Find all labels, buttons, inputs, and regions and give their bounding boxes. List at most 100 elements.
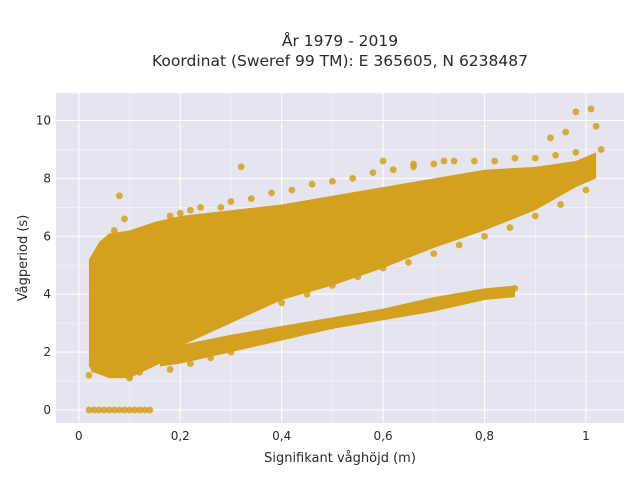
data-point (379, 264, 387, 272)
data-point (166, 366, 174, 373)
data-point (105, 319, 113, 327)
data-point (572, 148, 580, 156)
data-point (552, 151, 559, 159)
data-point (303, 290, 311, 298)
data-point (146, 406, 154, 414)
data-point (491, 287, 499, 295)
data-point (156, 241, 164, 249)
data-point (247, 195, 255, 203)
data-point (470, 290, 478, 298)
data-point (592, 122, 600, 130)
data-point (481, 232, 488, 240)
data-points (85, 105, 605, 414)
lower-point-band (159, 285, 515, 367)
data-point (440, 157, 448, 165)
data-point (278, 299, 286, 307)
x-tick-label: 0,6 (374, 429, 393, 443)
data-point (126, 235, 133, 243)
data-point (110, 227, 118, 234)
data-point (110, 406, 118, 414)
data-point (531, 154, 539, 162)
data-point (90, 406, 98, 414)
data-point (151, 224, 159, 232)
dense-point-cloud (88, 152, 597, 379)
data-point (328, 322, 336, 330)
data-point (176, 209, 184, 217)
data-point (349, 174, 357, 182)
data-point (587, 105, 595, 113)
data-point (110, 305, 118, 313)
data-point (308, 325, 316, 333)
chart-title-line2: Koordinat (Sweref 99 TM): E 365605, N 62… (152, 52, 528, 70)
data-point (572, 108, 580, 116)
data-point (268, 334, 275, 342)
y-tick-label: 4 (43, 287, 51, 301)
data-point (491, 157, 499, 165)
data-point (430, 250, 438, 258)
data-point (506, 224, 514, 232)
data-point (121, 406, 128, 414)
data-point (597, 146, 605, 153)
data-point (136, 368, 144, 376)
data-point (389, 166, 397, 174)
data-point (511, 284, 519, 292)
data-point (410, 305, 417, 313)
data-point (531, 212, 539, 220)
data-point (557, 201, 565, 208)
data-point (115, 192, 123, 200)
data-point (237, 163, 245, 171)
data-point (95, 351, 103, 359)
data-point (186, 206, 194, 214)
data-point (547, 134, 554, 142)
data-point (328, 282, 336, 289)
data-point (186, 360, 194, 368)
data-point (582, 186, 590, 194)
x-tick-label: 0,4 (272, 429, 291, 443)
data-point (100, 406, 108, 414)
data-point (85, 406, 93, 414)
x-axis-label: Signifikant våghöjd (m) (264, 451, 416, 466)
data-point (369, 313, 377, 321)
data-point (217, 203, 225, 211)
data-point (410, 160, 417, 168)
data-point (389, 308, 397, 315)
data-point (146, 348, 154, 356)
x-tick-label: 1 (582, 429, 590, 443)
data-point (405, 258, 412, 266)
tick-labels: 0 2 4 6 8 10 0 0,2 0,4 0,6 0,8 1 (36, 114, 590, 444)
data-point (227, 348, 235, 356)
chart-title-line1: År 1979 - 2019 (282, 31, 398, 50)
data-point (511, 154, 519, 162)
data-point (582, 160, 590, 168)
x-tick-label: 0,2 (171, 429, 190, 443)
data-point (227, 198, 235, 205)
data-point (450, 296, 458, 304)
data-point (288, 331, 296, 339)
data-point (268, 189, 275, 197)
y-tick-label: 6 (43, 229, 51, 243)
data-point (85, 371, 93, 379)
data-point (90, 366, 98, 373)
data-point (105, 247, 113, 255)
data-point (369, 169, 377, 177)
data-point (141, 406, 149, 414)
data-point (126, 374, 133, 382)
data-point (207, 354, 215, 362)
x-tick-label: 0 (75, 429, 83, 443)
y-tick-label: 10 (36, 114, 51, 128)
y-tick-label: 8 (43, 171, 51, 185)
data-point (115, 406, 123, 414)
data-point (450, 157, 458, 165)
data-point (288, 186, 296, 194)
data-point (455, 241, 463, 249)
data-point (328, 177, 336, 185)
data-point (197, 203, 204, 211)
x-tick-label: 0,8 (475, 429, 494, 443)
data-point (126, 406, 133, 414)
data-point (470, 157, 478, 165)
data-point (95, 406, 103, 414)
data-point (105, 406, 113, 414)
data-point (349, 316, 357, 324)
